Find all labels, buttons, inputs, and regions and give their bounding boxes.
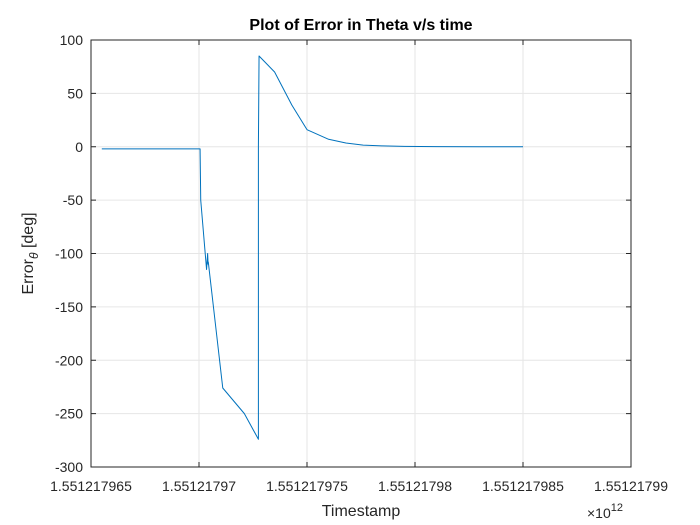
series-line <box>101 55 523 440</box>
x-tick-label: 1.551217985 <box>482 478 564 494</box>
x-axis-exponent: ×1012 <box>587 502 623 521</box>
y-tick-label: 100 <box>60 32 84 48</box>
y-axis-label-subscript: θ <box>27 252 41 259</box>
y-tick-label: -200 <box>55 352 83 368</box>
tick-labels: 1.551217965 1.55121797 1.551217975 1.551217… <box>50 32 668 494</box>
x-exponent-power: 12 <box>611 502 623 514</box>
x-tick-label: 1.55121799 <box>594 478 668 494</box>
x-exponent-base: ×10 <box>587 505 611 521</box>
series-layer <box>101 55 523 440</box>
y-axis-label-unit: [deg] <box>20 212 37 252</box>
y-axis-label: Errorθ [deg] <box>20 212 41 294</box>
y-tick-label: 0 <box>75 139 83 155</box>
y-tick-label: 50 <box>67 85 83 101</box>
x-axis-label: Timestamp <box>322 503 401 520</box>
x-tick-label: 1.55121797 <box>162 478 236 494</box>
x-tick-label: 1.55121798 <box>378 478 452 494</box>
y-tick-label: -300 <box>55 459 83 475</box>
y-tick-label: -100 <box>55 246 83 262</box>
y-tick-label: -250 <box>55 406 83 422</box>
x-tick-label: 1.551217975 <box>266 478 348 494</box>
y-tick-label: -150 <box>55 299 83 315</box>
ticks <box>90 39 632 468</box>
y-axis-label-main: Error <box>20 258 37 294</box>
chart-title: Plot of Error in Theta v/s time <box>249 17 472 34</box>
x-tick-label: 1.551217965 <box>50 478 132 494</box>
y-tick-label: -50 <box>63 192 83 208</box>
